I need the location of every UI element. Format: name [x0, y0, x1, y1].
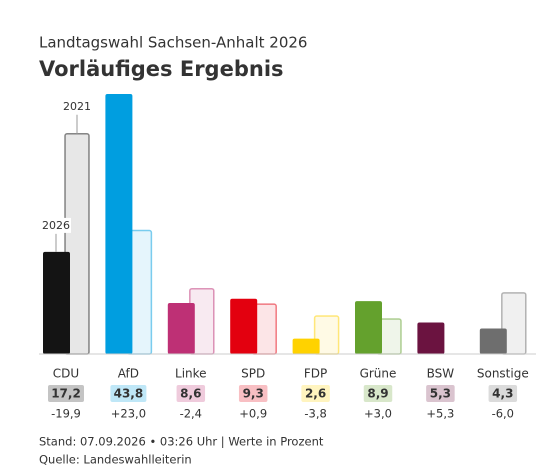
party-label: BSW [427, 367, 455, 381]
value-label: 43,8 [114, 387, 144, 401]
bar-2026 [230, 298, 258, 354]
bar-2026 [417, 322, 445, 354]
value-box [301, 385, 330, 402]
bar-2026 [167, 302, 195, 354]
change-label: +5,3 [426, 407, 454, 421]
chart-title: Vorläufiges Ergebnis [39, 57, 284, 81]
value-label: 2,6 [305, 387, 326, 401]
bar-2026 [355, 301, 382, 354]
value-label: 4,3 [492, 387, 513, 401]
bar-2026 [43, 251, 70, 354]
value-box [110, 385, 147, 402]
value-label: 5,3 [430, 387, 451, 401]
value-box [176, 385, 206, 402]
series-annotation: 2021 [63, 100, 91, 113]
annotation-bg [39, 217, 71, 233]
change-label: -6,0 [492, 407, 514, 421]
value-label: 8,9 [367, 387, 388, 401]
party-label: Grüne [360, 367, 397, 381]
party-label: Linke [175, 367, 207, 381]
value-box [48, 385, 84, 402]
footnote: Quelle: Landeswahlleiterin [39, 453, 192, 467]
bar-2026 [105, 94, 133, 354]
value-box [363, 385, 393, 402]
party-label: FDP [304, 367, 327, 381]
chart-subtitle: Landtagswahl Sachsen-Anhalt 2026 [39, 34, 307, 52]
party-label: SPD [241, 367, 265, 381]
party-label: Sonstige [477, 367, 529, 381]
bar-2026 [479, 328, 507, 354]
value-label: 8,6 [180, 387, 201, 401]
value-box [488, 385, 518, 402]
party-label: AfD [118, 367, 139, 381]
party-label: CDU [53, 367, 79, 381]
change-label: +0,9 [239, 407, 267, 421]
footnote: Stand: 07.09.2026 • 03:26 Uhr | Werte in… [39, 435, 324, 449]
change-label: -2,4 [180, 407, 202, 421]
value-box [426, 385, 455, 402]
value-label: 9,3 [243, 387, 264, 401]
change-label: -3,8 [304, 407, 326, 421]
change-label: +23,0 [111, 407, 146, 421]
change-label: -19,9 [51, 407, 81, 421]
value-label: 17,2 [51, 387, 81, 401]
value-box [238, 385, 268, 402]
series-annotation: 2026 [42, 219, 70, 232]
change-label: +3,0 [364, 407, 392, 421]
bar-2026 [292, 338, 320, 354]
